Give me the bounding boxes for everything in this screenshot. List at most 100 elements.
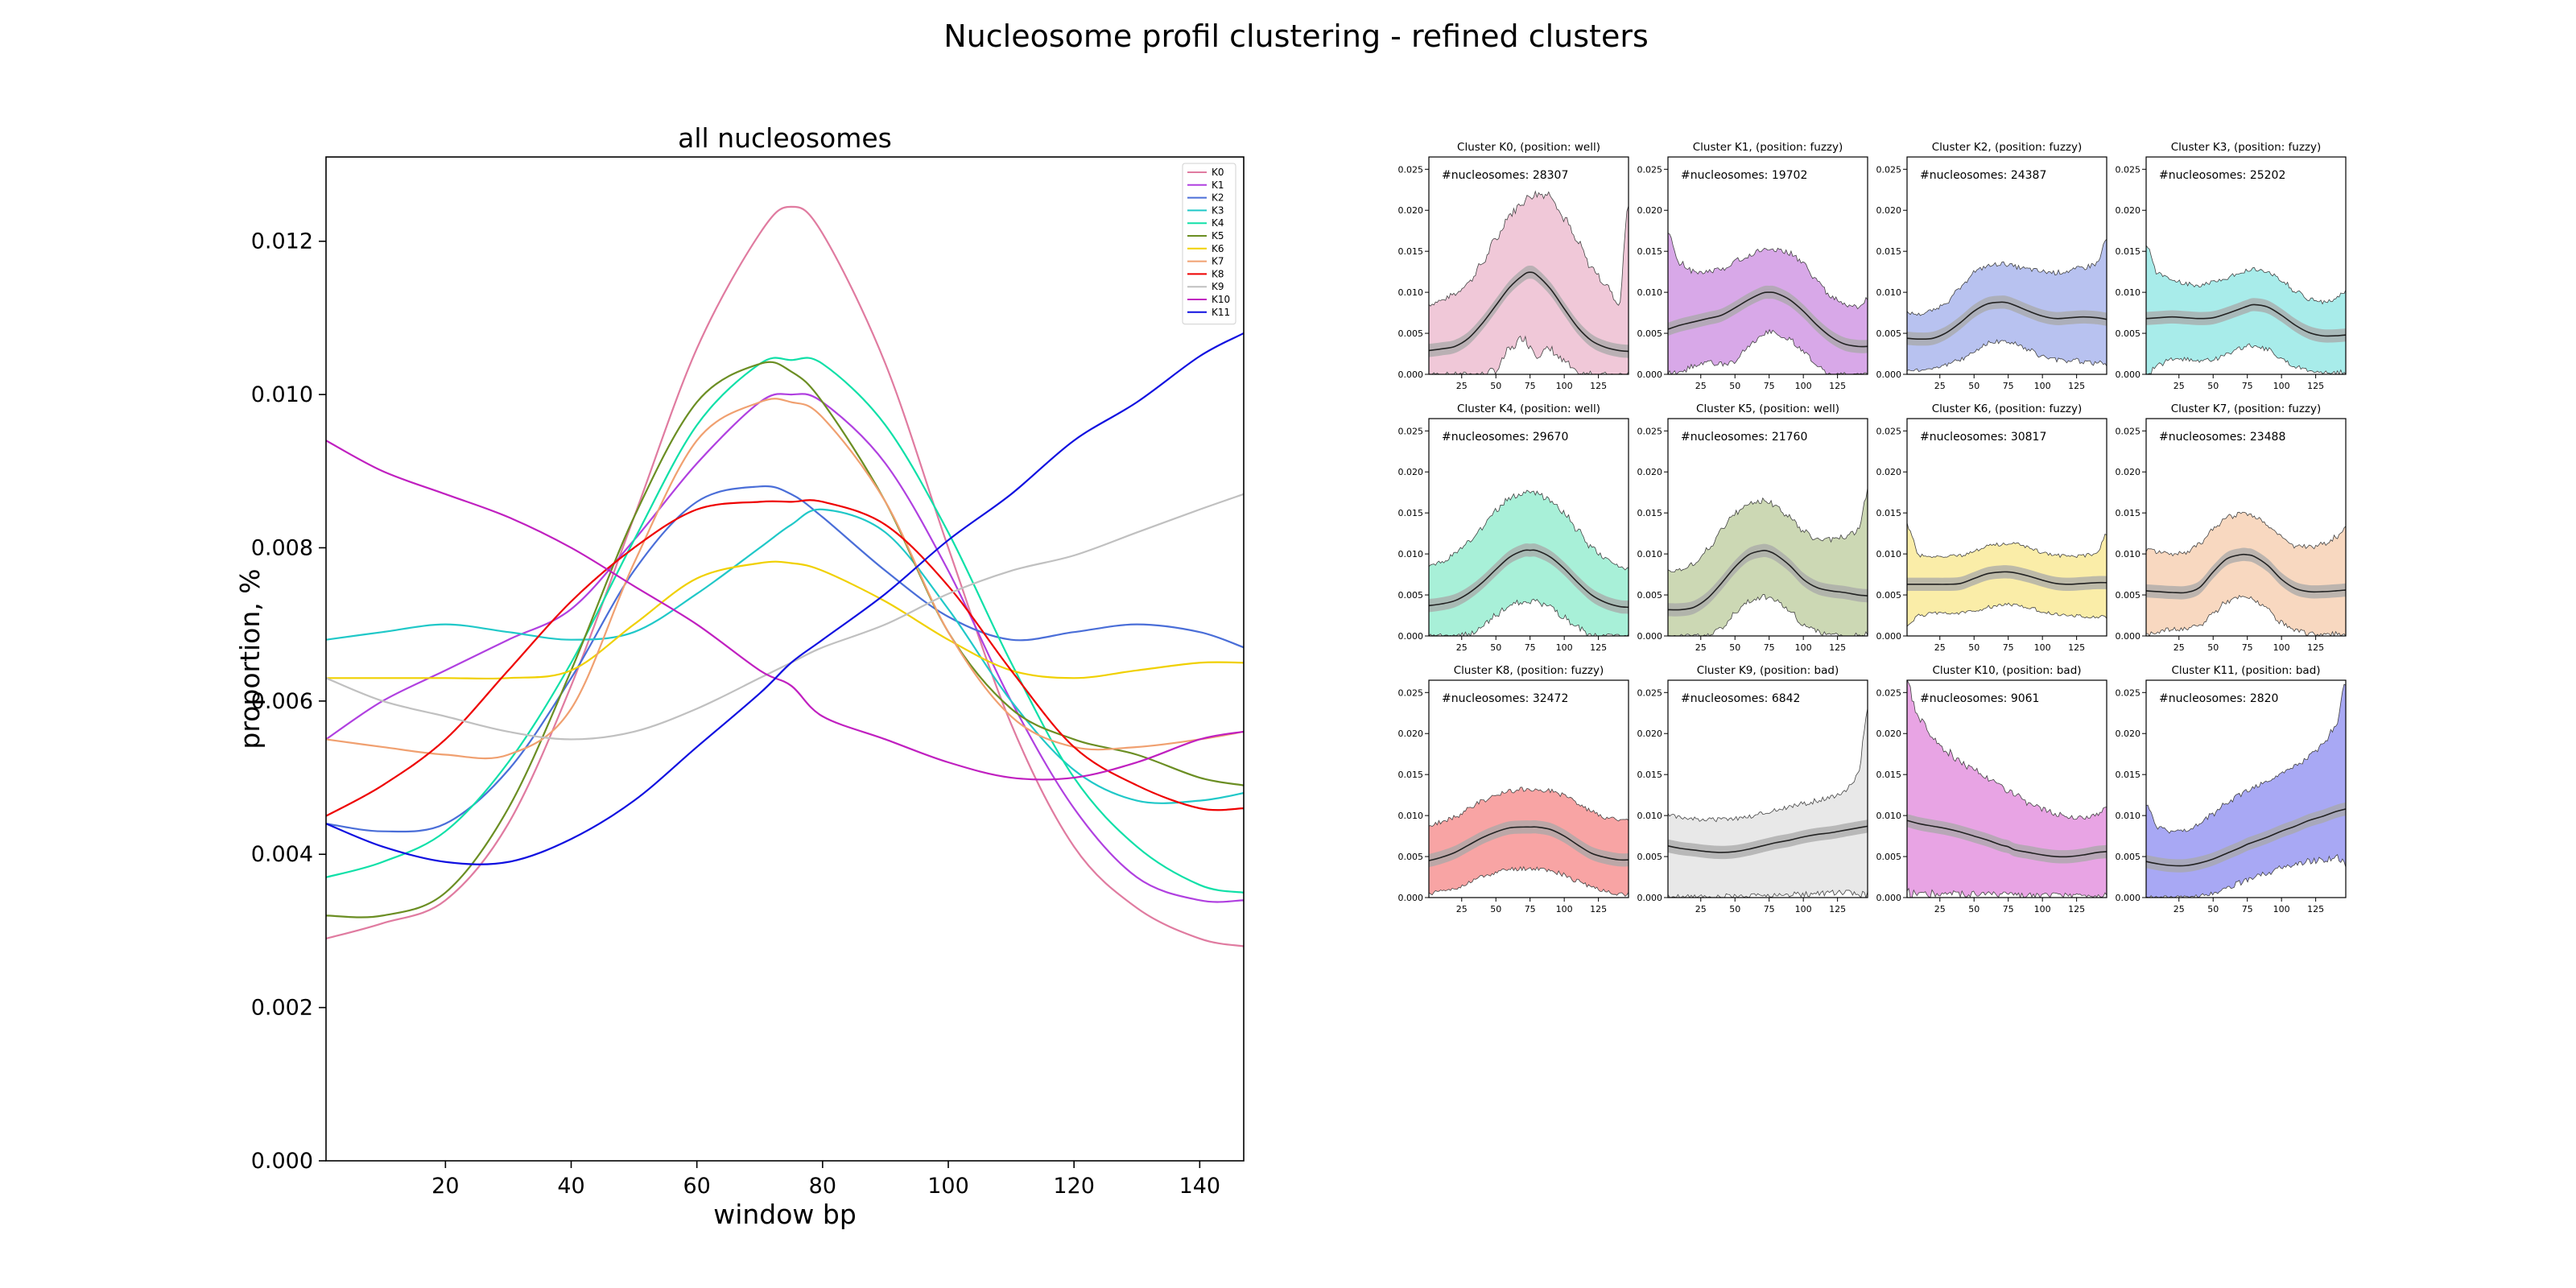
cluster-count-annotation: #nucleosomes: 32472 (1442, 692, 1568, 705)
panel-y-tick-label: 0.020 (1876, 205, 1902, 216)
x-axis-label: window bp (713, 1199, 857, 1230)
panel-y-tick-label: 0.005 (1876, 328, 1902, 339)
panel-y-tick-label: 0.000 (1398, 893, 1424, 903)
panel-x-tick-label: 100 (1795, 381, 1812, 391)
legend-label-k3: K3 (1212, 204, 1224, 216)
panel-y-tick-label: 0.025 (1637, 164, 1663, 175)
panel-y-tick-label: 0.020 (1637, 205, 1663, 216)
panel-y-tick-label: 0.010 (1398, 811, 1424, 821)
cluster-envelope-area (2146, 683, 2346, 898)
x-tick-label: 120 (1053, 1174, 1095, 1199)
panel-y-tick-label: 0.005 (1637, 852, 1663, 862)
cluster-count-annotation: #nucleosomes: 30817 (1920, 431, 2046, 444)
panel-x-tick-label: 125 (1590, 381, 1607, 391)
panel-x-tick-label: 25 (1456, 904, 1468, 914)
panel-y-tick-label: 0.025 (1876, 164, 1902, 175)
panel-y-tick-label: 0.020 (1637, 729, 1663, 739)
cluster-panel-frame (2145, 679, 2347, 898)
panel-y-tick-label: 0.015 (2116, 770, 2141, 780)
panel-y-tick-label: 0.010 (2116, 287, 2141, 298)
cluster-panel-title: Cluster K0, (position: well) (1457, 141, 1600, 154)
panel-x-tick-label: 25 (1695, 904, 1707, 914)
cluster-envelope-area (1668, 232, 1868, 374)
x-tick-label: 100 (927, 1174, 969, 1199)
panel-x-tick-label: 100 (1795, 642, 1812, 653)
cluster-panel-frame (1428, 156, 1629, 375)
cluster-mean-line (1907, 819, 2107, 858)
panel-y-tick-label: 0.015 (1876, 508, 1902, 518)
legend-label-k6: K6 (1212, 243, 1224, 254)
panel-x-tick-label: 50 (1490, 381, 1501, 391)
cluster-mean-line (1907, 571, 2107, 585)
panel-x-tick-label: 75 (1525, 904, 1536, 914)
panel-y-tick-label: 0.005 (1637, 328, 1663, 339)
cluster-panel-frame (1428, 679, 1629, 898)
panel-y-tick-label: 0.025 (1637, 687, 1663, 698)
cluster-mean-band (2146, 802, 2346, 873)
y-tick-label: 0.010 (251, 382, 313, 407)
cluster-panel-frame (1428, 418, 1629, 637)
panel-x-tick-label: 75 (2003, 381, 2014, 391)
series-line-k6 (326, 560, 1244, 680)
panel-y-tick-label: 0.025 (1398, 687, 1424, 698)
panel-y-tick-label: 0.025 (1876, 426, 1902, 436)
legend-label-k7: K7 (1212, 256, 1224, 267)
panel-x-tick-label: 25 (1934, 381, 1946, 391)
panel-x-tick-label: 100 (1556, 904, 1573, 914)
panel-x-tick-label: 125 (2307, 381, 2324, 391)
cluster-mean-band (1429, 820, 1629, 868)
cluster-panel-frame (2145, 156, 2347, 375)
panel-y-tick-label: 0.005 (1876, 852, 1902, 862)
cluster-envelope-area (1429, 786, 1629, 897)
figure-title: Nucleosome profil clustering - refined c… (943, 19, 1649, 54)
cluster-envelope-area (1668, 488, 1868, 636)
cluster-panel-k3: Cluster K3, (position: fuzzy) #nucleosome… (2116, 141, 2347, 391)
panel-x-tick-label: 75 (1525, 642, 1536, 653)
y-tick-label: 0.008 (251, 535, 313, 560)
panel-y-tick-label: 0.005 (1398, 852, 1424, 862)
cluster-panel-frame (1906, 156, 2107, 375)
cluster-count-annotation: #nucleosomes: 2820 (2159, 692, 2278, 705)
panel-x-tick-label: 25 (1695, 642, 1707, 653)
cluster-panel-grid: Cluster K0, (position: well) #nucleosomes… (1398, 141, 2347, 914)
main-line-plot: all nucleosomes 20 40 60 80 100 120 140 0.000 0.0… (234, 122, 1245, 1230)
panel-x-tick-label: 100 (2034, 904, 2051, 914)
panel-y-tick-label: 0.000 (1876, 631, 1902, 642)
panel-x-tick-label: 50 (1729, 381, 1740, 391)
panel-y-tick-label: 0.015 (1637, 508, 1663, 518)
panel-y-tick-label: 0.010 (1398, 549, 1424, 559)
panel-y-tick-label: 0.010 (1876, 549, 1902, 559)
panel-x-tick-label: 100 (2034, 381, 2051, 391)
panel-y-tick-label: 0.000 (1398, 631, 1424, 642)
cluster-panel-title: Cluster K10, (position: bad) (1932, 664, 2081, 677)
panel-y-tick-label: 0.015 (1876, 246, 1902, 257)
panel-x-tick-label: 50 (1490, 904, 1501, 914)
panel-x-tick-label: 100 (1556, 381, 1573, 391)
panel-y-tick-label: 0.025 (1876, 687, 1902, 698)
panel-x-tick-label: 50 (2207, 381, 2219, 391)
series-line-k1 (326, 393, 1244, 903)
cluster-panel-k6: Cluster K6, (position: fuzzy) #nucleosome… (1876, 402, 2107, 653)
panel-x-tick-label: 100 (2273, 904, 2290, 914)
panel-y-tick-label: 0.010 (1637, 287, 1663, 298)
cluster-panel-title: Cluster K1, (position: fuzzy) (1693, 141, 1843, 154)
cluster-panel-frame (2145, 418, 2347, 637)
cluster-panel-k10: Cluster K10, (position: bad) #nucleosomes… (1876, 664, 2107, 914)
panel-x-tick-label: 50 (2207, 904, 2219, 914)
legend-label-k11: K11 (1212, 307, 1230, 318)
panel-x-tick-label: 50 (1490, 642, 1501, 653)
panel-y-tick-label: 0.000 (2116, 631, 2141, 642)
cluster-panel-k4: Cluster K4, (position: well) #nucleosomes… (1398, 402, 1629, 653)
cluster-count-annotation: #nucleosomes: 28307 (1442, 169, 1568, 182)
panel-x-tick-label: 50 (1968, 381, 1979, 391)
legend-label-k10: K10 (1212, 294, 1230, 305)
panel-x-tick-label: 75 (1764, 904, 1775, 914)
legend-box (1182, 163, 1236, 325)
panel-y-tick-label: 0.000 (1637, 631, 1663, 642)
y-tick-label: 0.004 (251, 842, 313, 867)
legend-label-k1: K1 (1212, 180, 1224, 191)
cluster-panel-title: Cluster K5, (position: well) (1696, 402, 1839, 415)
cluster-mean-line (1907, 301, 2107, 341)
